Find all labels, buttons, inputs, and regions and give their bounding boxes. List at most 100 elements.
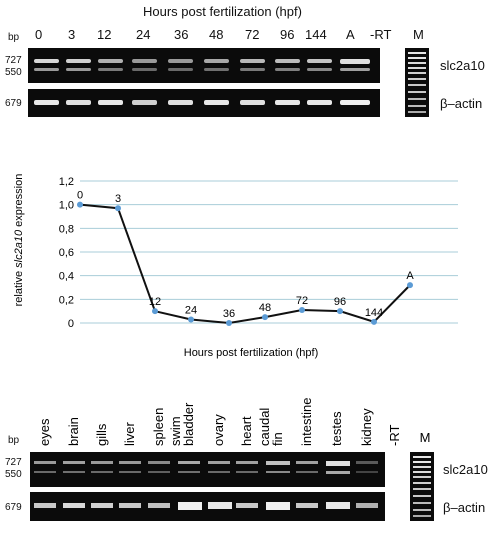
chart-point-label: 36 [223,308,235,320]
gel-band [119,471,141,473]
gel-band [91,461,113,464]
panel-a-lane-label: 72 [245,27,260,42]
panel-c-lane-label: swimbladder [168,402,196,446]
chart-y-tick-label: 1,2 [59,176,74,188]
gel-band [132,59,157,63]
panel-a-lane-label: M [413,27,424,42]
ladder-band [408,72,426,74]
gel-band [356,471,378,473]
gel-band [275,59,300,63]
panel-a-lane-label: A [346,27,355,42]
ladder-band [408,52,426,54]
ladder-band [413,502,431,504]
gel-band [307,100,332,105]
chart-series-line [79,203,411,325]
ladder-band [408,105,426,107]
ladder-band [413,515,431,517]
gel-band [266,461,290,465]
chart-y-tick-labels: 0 0,2 0,4 0,6 0,8 1,0 1,2 [59,176,74,330]
gel-band [356,461,378,464]
panel-a-bp-label: bp [8,32,20,43]
gel-band [98,59,123,63]
gel-band [204,100,229,105]
chart-x-axis-label: Hours post fertilization (hpf) [184,347,319,359]
chart-point-label: 72 [296,295,308,307]
panel-c-gene-actin: β–actin [443,500,486,515]
gel-band [356,503,378,508]
chart-y-tick-label: 0,2 [59,294,74,306]
chart-point-label: 144 [365,307,383,319]
gel-band [66,100,91,105]
panel-a-lane-label: 0 [35,27,43,42]
gel-band [275,68,300,71]
panel-c-lane-label: intestine [299,398,314,446]
gel-band [63,461,85,464]
chart-y-tick-label: 1,0 [59,200,74,212]
dna-ladder-a [405,48,429,117]
panel-c-size-679: 679 [5,502,22,513]
ladder-band [413,488,431,490]
panel-a-size-727: 727 [5,55,22,66]
gel-band [236,503,258,508]
gel-band [240,59,265,63]
panel-c-lane-label: heart [239,416,254,446]
gel-band [326,461,350,466]
gel-band [296,503,318,508]
panel-a-lane-label: 144 [305,27,327,42]
panel-a-lane-label: 48 [209,27,224,42]
ladder-band [413,466,431,468]
ladder-band [413,471,431,473]
gel-band [91,471,113,473]
gel-band [204,59,229,63]
gel-band [178,502,202,510]
panel-a-size-679: 679 [5,98,22,109]
chart-data-point [226,320,232,326]
gel-band [34,100,59,105]
gel-band [119,461,141,464]
gel-band [34,471,56,473]
chart-data-points [77,201,413,326]
chart-point-label: 12 [149,296,161,308]
gel-band [91,503,113,508]
dna-ladder-c [410,452,434,521]
panel-c-lane-label: spleen [151,408,166,446]
gel-band [66,68,91,71]
gel-band [34,461,56,464]
panel-c-size-727: 727 [5,457,22,468]
gel-slc2a10-tissues [30,452,385,487]
panel-a-gene-actin: β–actin [440,96,483,111]
ladder-band [413,482,431,484]
chart-point-label: 96 [334,296,346,308]
panel-c-lane-label: kidney [359,408,374,446]
chart-y-axis-label: relative slc2a10 expression [13,174,25,307]
panel-c-lane-label: eyes [37,418,52,446]
chart-y-tick-label: 0,6 [59,247,74,259]
gel-band [326,471,350,474]
chart-data-point [152,308,158,315]
gel-band [168,68,193,71]
gel-band [208,471,230,473]
gel-band [208,502,232,509]
gel-band [340,59,370,64]
gel-band [148,461,170,464]
ladder-band [413,509,431,511]
chart-data-point [262,314,268,321]
gel-band [326,502,350,509]
chart-data-point [188,316,194,323]
panel-a-lane-label: 96 [280,27,295,42]
gel-band [34,59,59,63]
chart-point-label: 48 [259,302,271,314]
panel-c-lane-label: liver [122,421,137,446]
gel-band [208,461,230,464]
gel-slc2a10-development [28,48,380,83]
gel-band [240,68,265,71]
gel-actin-development [28,89,380,117]
gel-band [240,100,265,105]
gel-band [63,471,85,473]
gel-band [307,59,332,63]
ladder-band [408,84,426,86]
ladder-band [408,111,426,113]
ladder-band [413,456,431,458]
gel-band [148,503,170,508]
panel-a-lane-label: 36 [174,27,189,42]
